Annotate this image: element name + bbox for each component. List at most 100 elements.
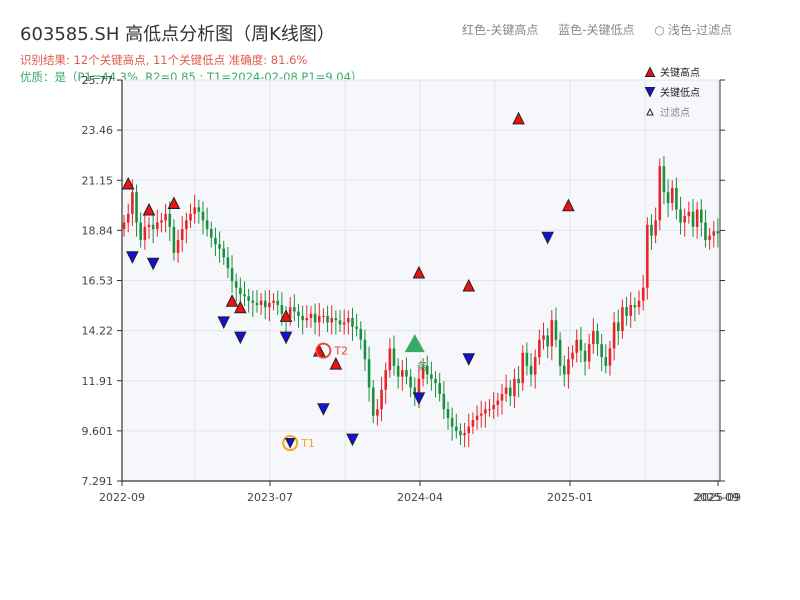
candle-body	[700, 209, 703, 223]
candle-body	[604, 357, 608, 366]
candle-body	[442, 394, 446, 410]
candle-body	[371, 387, 375, 416]
candle-body	[376, 409, 379, 416]
candle-body	[313, 313, 317, 323]
candle-body	[234, 281, 238, 288]
key-low-marker	[234, 331, 247, 345]
candle-body	[654, 220, 657, 236]
candle-body	[272, 300, 275, 303]
candle-body	[305, 318, 309, 321]
key-low-marker	[217, 316, 231, 330]
candle-body	[633, 305, 637, 308]
candle-body	[147, 224, 151, 227]
candle-body	[579, 339, 583, 351]
candle-body	[583, 350, 587, 362]
candle-body	[484, 409, 487, 414]
legend-filtered-label: 过滤点	[660, 106, 690, 119]
candle-body	[214, 237, 217, 245]
key-high-marker	[142, 202, 156, 216]
key-high-marker	[412, 265, 426, 279]
candle-body	[492, 404, 495, 410]
candle-body	[500, 394, 504, 401]
candle-body	[164, 213, 167, 221]
legend-light-filtered-text: 浅色-过滤点	[667, 23, 733, 37]
candle-body	[384, 370, 387, 390]
candle-body	[334, 318, 338, 321]
candle-body	[288, 307, 292, 319]
candle-body	[247, 296, 250, 301]
legend-low-marker	[644, 87, 656, 98]
candle-body	[488, 409, 491, 411]
candle-body	[347, 318, 350, 323]
x-tick-label: 2023-07	[247, 491, 293, 504]
candle-body	[533, 357, 537, 375]
candle-body	[139, 222, 142, 240]
y-tick-label: 7.291	[82, 475, 114, 488]
candle-body	[413, 387, 417, 395]
candle-body	[521, 352, 525, 384]
candle-body	[405, 370, 408, 377]
x-tick-label-overlap: 2025-09	[693, 491, 739, 504]
candle-body	[558, 339, 562, 366]
candle-body	[151, 224, 155, 230]
candle-body	[641, 287, 645, 301]
candle-body	[255, 302, 259, 306]
candle-body	[695, 209, 699, 227]
candle-body	[251, 300, 255, 303]
candle-body	[712, 231, 716, 236]
candle-body	[189, 213, 192, 221]
candle-body	[143, 226, 147, 240]
key-high-marker	[462, 278, 476, 292]
candle-body	[596, 331, 599, 345]
candle-body	[301, 315, 304, 321]
y-tick-label: 9.601	[82, 425, 114, 438]
key-high-marker	[562, 198, 575, 212]
key-high-marker	[329, 357, 343, 370]
y-tick-label: 18.84	[82, 224, 114, 237]
candle-body	[666, 192, 670, 204]
key-low-marker	[541, 231, 554, 245]
candle-body	[172, 226, 176, 253]
candle-body	[430, 374, 433, 379]
key-high-marker	[512, 111, 525, 125]
candle-body	[263, 300, 267, 308]
candle-body	[504, 387, 508, 395]
candle-body	[243, 294, 246, 297]
candle-body	[525, 352, 529, 366]
candle-body	[388, 348, 392, 371]
candle-body	[455, 426, 458, 431]
candle-body	[193, 207, 196, 214]
candle-body	[438, 383, 441, 395]
candle-body	[650, 224, 653, 236]
candle-body	[716, 231, 720, 234]
key-high-marker	[225, 294, 239, 307]
candle-body	[135, 192, 138, 223]
key-high-marker	[234, 300, 247, 314]
key-high-marker	[279, 309, 293, 322]
candle-body	[276, 300, 280, 306]
candle-body	[467, 426, 471, 434]
x-tick-label: 2022-09	[99, 491, 145, 504]
candle-body	[226, 257, 230, 269]
candle-body	[587, 344, 591, 362]
key-high-marker	[167, 196, 181, 210]
candle-body	[471, 420, 475, 427]
candle-body	[629, 305, 633, 316]
candle-body	[658, 166, 662, 221]
legend-blue-low-text: 蓝色-关键低点	[558, 23, 635, 37]
candle-body	[218, 244, 221, 249]
candle-body	[380, 389, 383, 410]
candle-body	[517, 378, 520, 384]
y-tick-label: 23.46	[82, 124, 114, 137]
t2-label: T2	[333, 345, 348, 358]
result-summary: 识别结果: 12个关键高点, 11个关键低点 准确度: 81.6%	[20, 53, 308, 67]
candle-body	[222, 248, 226, 258]
candle-body	[592, 331, 595, 345]
candle-body	[239, 287, 242, 295]
candle-body	[446, 409, 450, 418]
t1-label: T1	[300, 437, 315, 450]
candle-body	[180, 229, 184, 240]
candle-body	[392, 348, 396, 366]
candle-body	[322, 315, 325, 317]
candle-body	[205, 220, 209, 230]
